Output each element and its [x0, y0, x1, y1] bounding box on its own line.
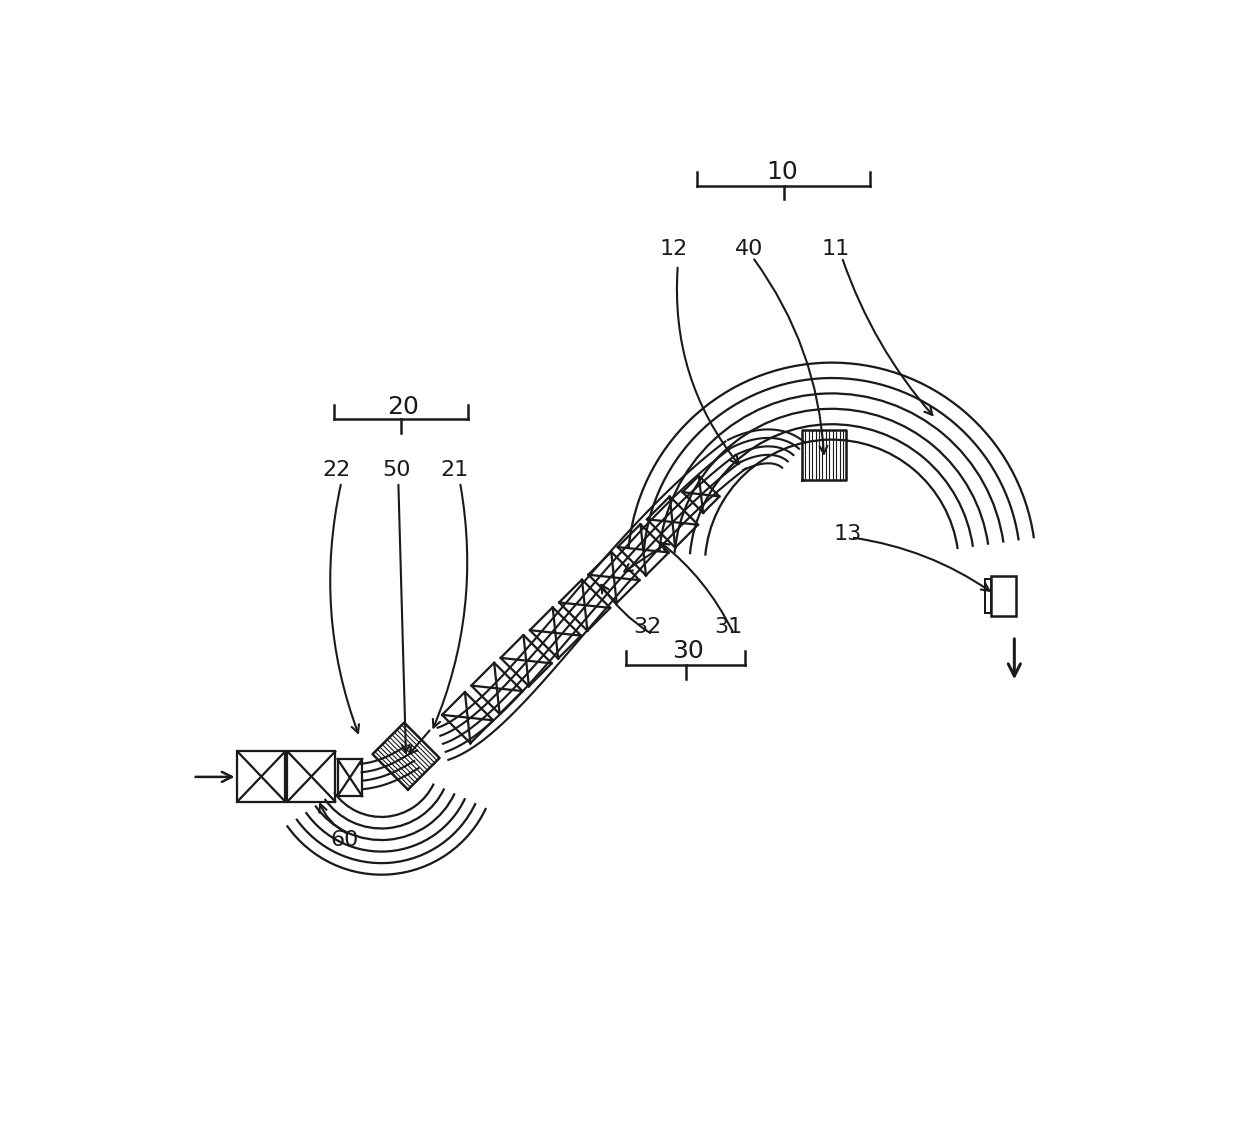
- Text: 10: 10: [766, 160, 797, 184]
- Text: 20: 20: [387, 394, 419, 419]
- Bar: [288, 752, 335, 802]
- Text: 50: 50: [383, 461, 410, 481]
- Text: 32: 32: [632, 616, 661, 637]
- Bar: [991, 576, 1016, 616]
- Text: 31: 31: [714, 616, 742, 637]
- Text: 40: 40: [735, 239, 764, 260]
- Text: 21: 21: [440, 461, 469, 481]
- Text: 13: 13: [833, 524, 862, 544]
- Text: 22: 22: [322, 461, 351, 481]
- Text: 60: 60: [330, 830, 358, 850]
- Bar: [985, 579, 991, 613]
- Bar: [337, 759, 362, 796]
- Bar: [237, 752, 285, 802]
- Text: 11: 11: [822, 239, 849, 260]
- Text: 12: 12: [660, 239, 688, 260]
- Text: 30: 30: [672, 639, 704, 664]
